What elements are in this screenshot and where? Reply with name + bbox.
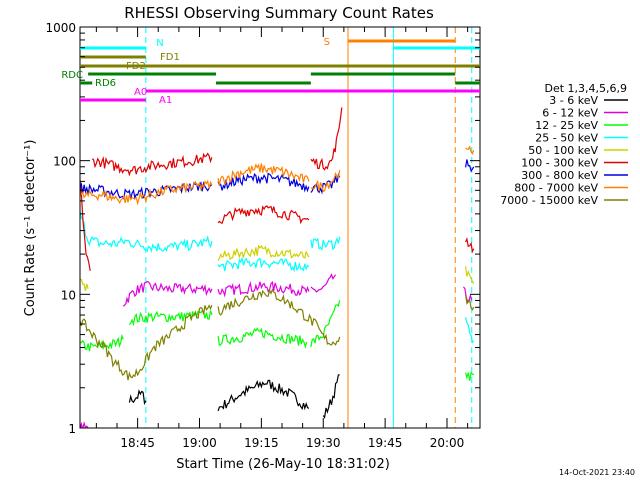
y-tick-label: 1000 bbox=[45, 21, 76, 35]
series-7-segment-0 bbox=[80, 179, 213, 206]
series-4 bbox=[80, 244, 475, 291]
plot-area bbox=[80, 27, 475, 428]
legend-label-4: 50 - 100 keV bbox=[528, 144, 598, 157]
x-tick-label: 20:00 bbox=[430, 436, 465, 450]
x-tick-label: 19:00 bbox=[182, 436, 217, 450]
series-1-segment-1 bbox=[122, 280, 213, 307]
flag-label-a0: A0 bbox=[134, 87, 147, 98]
series-2-segment-4 bbox=[465, 371, 475, 381]
series-1-segment-2 bbox=[217, 280, 310, 298]
legend-label-0: 3 - 6 keV bbox=[549, 94, 598, 107]
series-0-segment-1 bbox=[128, 389, 147, 406]
series-5-segment-2 bbox=[217, 205, 310, 225]
series-5-segment-1 bbox=[91, 152, 213, 177]
legend-label-5: 100 - 300 keV bbox=[521, 157, 598, 170]
timestamp-footer: 14-Oct-2021 23:40 bbox=[559, 468, 635, 477]
y-tick-label: 100 bbox=[53, 155, 76, 169]
legend-label-3: 25 - 50 keV bbox=[535, 132, 598, 145]
legend-label-7: 800 - 7000 keV bbox=[514, 182, 598, 195]
flag-label-rd6: RD6 bbox=[95, 78, 116, 89]
flag-label-rdc: RDC bbox=[61, 70, 83, 81]
series-8-segment-1 bbox=[217, 288, 341, 346]
series-0 bbox=[128, 374, 340, 419]
y-tick-label: 10 bbox=[61, 288, 76, 302]
series-5-segment-0 bbox=[80, 179, 91, 271]
x-tick-label: 19:15 bbox=[244, 436, 279, 450]
series-6-segment-0 bbox=[80, 181, 213, 201]
series-2-segment-3 bbox=[310, 300, 341, 348]
series-4-segment-2 bbox=[465, 266, 475, 285]
flag-label-s: S bbox=[324, 37, 330, 48]
series-8-segment-2 bbox=[465, 294, 475, 311]
series-0-segment-2 bbox=[217, 379, 310, 412]
series-7-segment-1 bbox=[217, 163, 310, 186]
legend-label-1: 6 - 12 keV bbox=[542, 107, 598, 120]
series-5-segment-3 bbox=[310, 107, 343, 171]
legend-header: Det 1,3,4,5,6,9 bbox=[544, 82, 627, 95]
x-axis-label: Start Time (26-May-10 18:31:02) bbox=[176, 457, 390, 472]
series-8-segment-0 bbox=[80, 304, 213, 381]
axes: N S FD1 FD2 RDC RD6 A0 A1 1 10 100 1000 18:45 19:00 19… bbox=[45, 21, 480, 450]
chart-title: RHESSI Observing Summary Count Rates bbox=[124, 4, 434, 22]
series-2 bbox=[80, 300, 475, 381]
series-3 bbox=[80, 210, 475, 344]
legend-label-2: 12 - 25 keV bbox=[535, 119, 598, 132]
series-3-segment-3 bbox=[465, 317, 475, 344]
x-tick-label: 19:30 bbox=[306, 436, 341, 450]
series-5-segment-4 bbox=[465, 236, 475, 254]
series-1-segment-3 bbox=[310, 273, 337, 293]
flag-label-a1: A1 bbox=[159, 95, 172, 106]
series-3-segment-2 bbox=[310, 236, 341, 252]
series-0-segment-3 bbox=[322, 374, 340, 419]
series-6-segment-3 bbox=[465, 159, 475, 173]
series-4-segment-1 bbox=[217, 244, 310, 262]
series-7-segment-3 bbox=[465, 145, 475, 155]
series-1-segment-0 bbox=[80, 421, 89, 428]
series-2-segment-1 bbox=[128, 310, 213, 327]
y-tick-label: 1 bbox=[68, 422, 76, 436]
flag-label-n: N bbox=[156, 38, 163, 49]
series-2-segment-2 bbox=[217, 327, 308, 349]
series-7 bbox=[80, 145, 475, 206]
legend-label-6: 300 - 800 keV bbox=[521, 169, 598, 182]
x-tick-label: 19:45 bbox=[368, 436, 403, 450]
legend-label-8: 7000 - 15000 keV bbox=[500, 194, 598, 207]
series-7-segment-2 bbox=[310, 169, 341, 193]
series-5 bbox=[80, 107, 475, 271]
y-axis-label: Count Rate (s⁻¹ detector⁻¹) bbox=[23, 140, 38, 317]
series-2-segment-0 bbox=[80, 333, 124, 352]
flag-label-fd1: FD1 bbox=[160, 52, 180, 63]
series-8 bbox=[80, 288, 475, 381]
plot-frame bbox=[79, 26, 481, 429]
series-3-segment-0 bbox=[80, 210, 213, 253]
series-1 bbox=[80, 273, 473, 428]
x-tick-label: 18:45 bbox=[120, 436, 155, 450]
flag-label-fd2: FD2 bbox=[126, 61, 146, 72]
series-3-segment-1 bbox=[217, 256, 310, 273]
series-4-segment-0 bbox=[80, 278, 89, 291]
